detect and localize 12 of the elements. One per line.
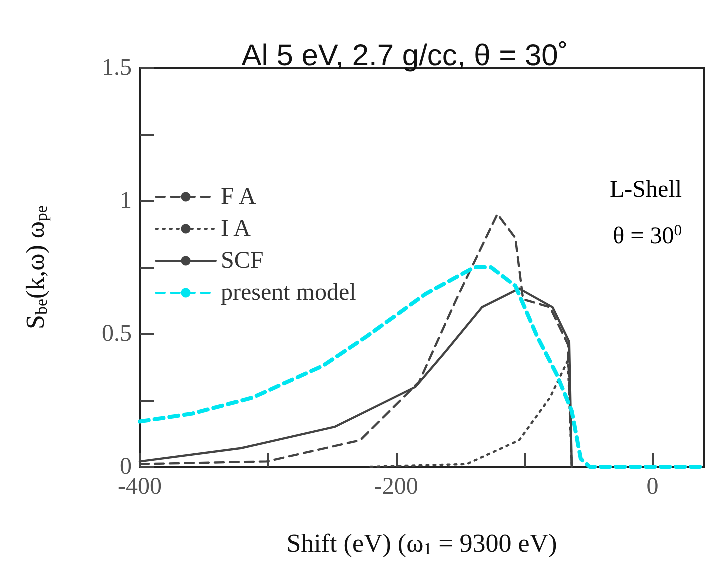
y-tick-label: 0.5 — [102, 321, 132, 347]
legend-label: SCF — [221, 248, 264, 274]
legend-label: present model — [221, 280, 357, 306]
chart-title: Al 5 eV, 2.7 g/cc, θ = 30˚ — [242, 40, 568, 72]
y-tick-label: 1.5 — [102, 55, 132, 81]
legend-label: I A — [221, 216, 252, 242]
x-tick-label: -200 — [374, 474, 418, 500]
annotation: L-Shell — [610, 177, 682, 203]
legend-label: F A — [221, 184, 258, 210]
y-axis-title: Sbe(k,ω) ωpe — [21, 206, 51, 330]
x-tick-label: 0 — [646, 474, 659, 500]
y-tick-label: 1 — [120, 188, 132, 214]
